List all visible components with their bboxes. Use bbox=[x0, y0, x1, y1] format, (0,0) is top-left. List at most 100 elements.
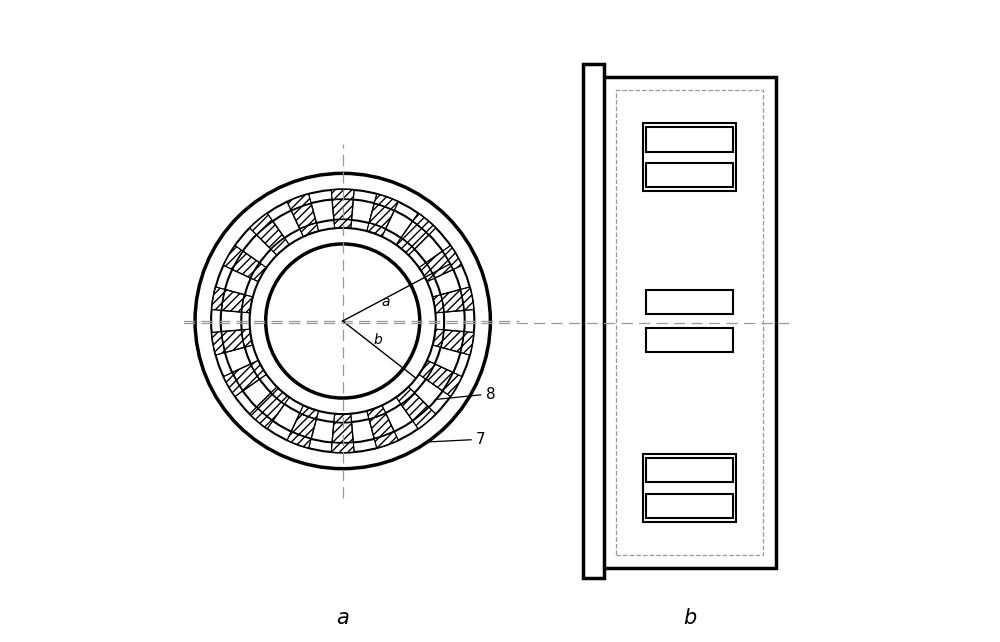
Wedge shape bbox=[250, 213, 273, 235]
Wedge shape bbox=[441, 330, 464, 352]
Wedge shape bbox=[401, 393, 429, 421]
Bar bbox=[646, 458, 733, 482]
Wedge shape bbox=[461, 287, 474, 310]
Wedge shape bbox=[443, 372, 462, 397]
Bar bbox=[583, 64, 604, 578]
Text: 8: 8 bbox=[486, 387, 496, 403]
Wedge shape bbox=[271, 387, 289, 404]
Wedge shape bbox=[300, 223, 319, 237]
Wedge shape bbox=[271, 238, 289, 255]
Wedge shape bbox=[232, 251, 260, 278]
Wedge shape bbox=[250, 213, 273, 235]
Wedge shape bbox=[441, 290, 464, 312]
Wedge shape bbox=[426, 251, 453, 278]
Wedge shape bbox=[374, 194, 398, 211]
Wedge shape bbox=[369, 203, 394, 229]
Wedge shape bbox=[332, 199, 353, 220]
Wedge shape bbox=[300, 405, 319, 419]
Text: b: b bbox=[683, 607, 696, 628]
Text: 7: 7 bbox=[476, 432, 486, 447]
Wedge shape bbox=[374, 431, 398, 448]
Wedge shape bbox=[396, 387, 414, 404]
Wedge shape bbox=[419, 263, 435, 282]
Wedge shape bbox=[419, 360, 435, 379]
Wedge shape bbox=[443, 245, 462, 270]
Wedge shape bbox=[332, 199, 353, 220]
Wedge shape bbox=[271, 238, 289, 255]
Wedge shape bbox=[419, 360, 435, 379]
Bar bbox=[646, 328, 733, 352]
Wedge shape bbox=[221, 330, 245, 352]
Wedge shape bbox=[443, 245, 462, 270]
Wedge shape bbox=[223, 245, 243, 270]
Wedge shape bbox=[251, 263, 266, 282]
Wedge shape bbox=[369, 413, 394, 439]
Wedge shape bbox=[221, 330, 245, 352]
Wedge shape bbox=[212, 287, 225, 310]
Wedge shape bbox=[223, 372, 243, 397]
Text: a: a bbox=[336, 607, 349, 628]
Wedge shape bbox=[242, 329, 253, 347]
Wedge shape bbox=[300, 223, 319, 237]
Bar bbox=[646, 163, 733, 187]
Wedge shape bbox=[223, 245, 243, 270]
Wedge shape bbox=[413, 213, 436, 235]
Wedge shape bbox=[250, 407, 273, 429]
Wedge shape bbox=[291, 413, 316, 439]
Wedge shape bbox=[334, 413, 352, 422]
Wedge shape bbox=[367, 405, 386, 419]
Wedge shape bbox=[232, 364, 260, 391]
Wedge shape bbox=[212, 332, 225, 355]
Wedge shape bbox=[413, 407, 436, 429]
Wedge shape bbox=[396, 387, 414, 404]
Bar bbox=[643, 454, 736, 522]
Wedge shape bbox=[331, 442, 354, 453]
Wedge shape bbox=[332, 422, 353, 443]
Wedge shape bbox=[287, 194, 311, 211]
Wedge shape bbox=[334, 220, 352, 229]
Wedge shape bbox=[242, 295, 253, 313]
Wedge shape bbox=[441, 290, 464, 312]
Wedge shape bbox=[413, 407, 436, 429]
Wedge shape bbox=[251, 360, 266, 379]
Wedge shape bbox=[433, 295, 444, 313]
Wedge shape bbox=[256, 393, 285, 421]
Wedge shape bbox=[401, 393, 429, 421]
Wedge shape bbox=[242, 295, 253, 313]
Wedge shape bbox=[426, 364, 453, 391]
Wedge shape bbox=[287, 194, 311, 211]
Wedge shape bbox=[256, 221, 285, 249]
Wedge shape bbox=[441, 330, 464, 352]
Wedge shape bbox=[331, 189, 354, 200]
Wedge shape bbox=[221, 290, 245, 312]
Wedge shape bbox=[401, 221, 429, 249]
Wedge shape bbox=[419, 263, 435, 282]
Wedge shape bbox=[396, 238, 414, 255]
Wedge shape bbox=[367, 223, 386, 237]
Wedge shape bbox=[369, 203, 394, 229]
Wedge shape bbox=[374, 431, 398, 448]
Bar bbox=[646, 290, 733, 314]
Wedge shape bbox=[251, 263, 266, 282]
Wedge shape bbox=[367, 223, 386, 237]
Wedge shape bbox=[212, 332, 225, 355]
Bar bbox=[616, 90, 763, 555]
Wedge shape bbox=[426, 364, 453, 391]
Wedge shape bbox=[256, 221, 285, 249]
Wedge shape bbox=[242, 329, 253, 347]
Wedge shape bbox=[332, 422, 353, 443]
Wedge shape bbox=[232, 251, 260, 278]
Wedge shape bbox=[461, 332, 474, 355]
Wedge shape bbox=[271, 387, 289, 404]
Wedge shape bbox=[256, 393, 285, 421]
Wedge shape bbox=[433, 329, 444, 347]
Wedge shape bbox=[223, 372, 243, 397]
Bar bbox=[603, 77, 776, 568]
Wedge shape bbox=[250, 407, 273, 429]
Wedge shape bbox=[331, 189, 354, 200]
Wedge shape bbox=[300, 405, 319, 419]
Wedge shape bbox=[461, 287, 474, 310]
Wedge shape bbox=[331, 442, 354, 453]
Wedge shape bbox=[291, 203, 316, 229]
Wedge shape bbox=[443, 372, 462, 397]
